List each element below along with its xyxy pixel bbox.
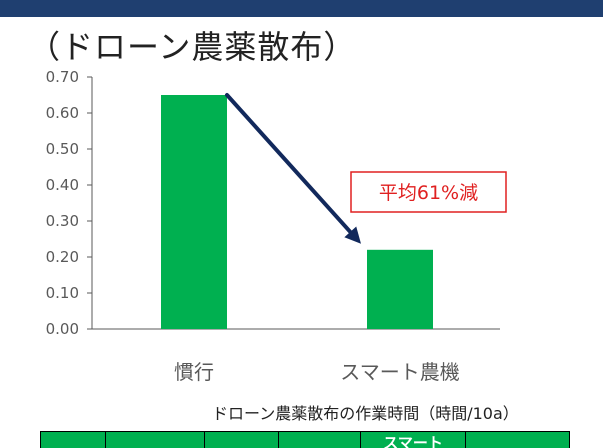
- table-header-cell: [465, 432, 569, 448]
- y-tick-label: 0.10: [46, 284, 79, 302]
- reduction-arrow: [225, 93, 361, 244]
- table-header-cell: [104, 432, 205, 448]
- table-header-cell: スマート: [359, 432, 466, 448]
- arrow-shaft: [225, 93, 353, 234]
- y-tick-label: 0.40: [46, 176, 79, 194]
- y-tick-label: 0.30: [46, 212, 79, 230]
- table-header-cell: [278, 432, 360, 448]
- y-axis: 0.00 0.10 0.20 0.30 0.40 0.50 0.60 0.70: [46, 68, 500, 338]
- bar-0: [161, 95, 227, 329]
- bar-1: [367, 249, 433, 329]
- callout-box: [350, 171, 507, 213]
- page-title: （ドローン農薬散布）: [28, 28, 357, 66]
- x-category-label: 慣行: [174, 360, 214, 384]
- top-band: [0, 0, 603, 17]
- y-tick-label: 0.60: [46, 104, 79, 122]
- x-axis-labels: 慣行 スマート農機: [174, 360, 460, 384]
- bar-chart: 0.00 0.10 0.20 0.30 0.40 0.50 0.60 0.70 慣行 スマート農…: [46, 68, 507, 384]
- x-category-label: スマート農機: [340, 360, 459, 384]
- callout-text: 平均61%減: [379, 182, 478, 204]
- chart-caption: ドローン農薬散布の作業時間（時間/10a）: [212, 404, 519, 423]
- y-tick-label: 0.20: [46, 248, 79, 266]
- y-tick-label: 0.50: [46, 140, 79, 158]
- y-tick-label: 0.70: [46, 68, 79, 86]
- table-header-cell: [41, 432, 105, 448]
- y-tick-label: 0.00: [46, 320, 79, 338]
- table-header-cell: [204, 432, 279, 448]
- arrow-head: [344, 226, 361, 244]
- work-time-table-header: スマート: [40, 431, 570, 448]
- reduction-callout: 平均61%減: [350, 171, 507, 213]
- bars: [161, 95, 433, 329]
